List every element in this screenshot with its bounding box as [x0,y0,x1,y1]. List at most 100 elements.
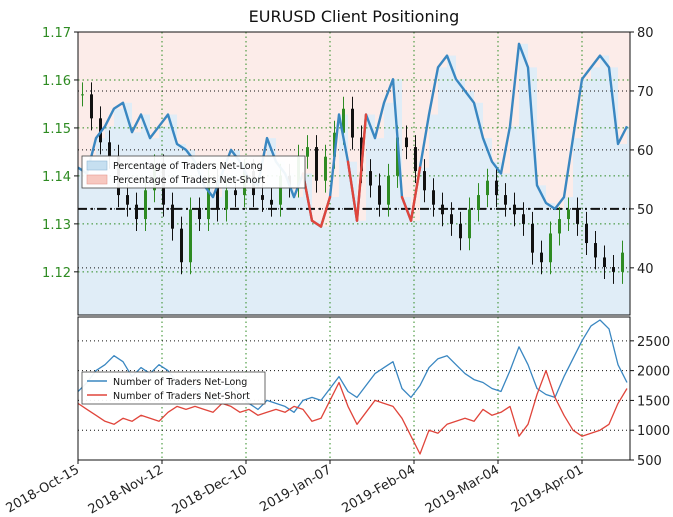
net-short-dominant-segment [355,113,368,222]
net-short-fill-bar [366,32,375,115]
net-short-fill-bar [375,32,384,139]
net-short-fill-bar [411,32,420,221]
net-long-fill-bar [357,220,366,315]
price-candle-body [450,214,453,224]
net-long-fill-bar [447,55,456,315]
net-long-fill-bar [105,126,114,315]
right-tick-label: 1500 [637,394,670,409]
price-candle-body [387,175,390,205]
net-short-fill-bar [195,32,204,162]
price-candle-body [477,195,480,210]
x-tick-label: 2018-Dec-10 [170,462,250,517]
net-short-fill-bar [501,32,510,174]
price-candle-body [594,243,597,258]
net-short-fill-bar [528,32,537,68]
net-short-dominant-segment [346,160,359,222]
net-long-fill-bar [609,67,618,315]
net-short-fill-bar [159,32,168,127]
left-tick-label: 1.17 [42,26,71,41]
price-candle-body [279,175,282,205]
positioning-line-group [78,42,629,228]
price-candle-body [198,209,201,220]
net-short-fill-bar [177,32,186,145]
net-short-fill-bar [114,32,123,109]
price-candle-body [513,204,516,215]
net-short-fill-bar [393,32,402,80]
x-tick-label: 2018-Nov-12 [86,462,166,517]
legend-entry-net-long-count: Number of Traders Net-Long [113,377,247,388]
price-candle-body [126,195,129,205]
net-long-fill-bar [528,67,537,315]
net-short-fill-bar [447,32,456,56]
net-short-fill-bar [618,32,627,145]
net-long-fill-bar [267,138,276,315]
net-short-fill-bar [573,32,582,139]
price-candle-body [351,108,354,138]
net-short-fill-bar [285,32,294,174]
net-long-fill-bar [159,126,168,315]
price-candle-body [180,228,183,263]
net-short-fill-bar [609,32,618,68]
net-short-fill-bar [294,32,303,198]
top-grid [77,31,630,315]
net-short-fill-bar [312,32,321,221]
price-candle-body [369,171,372,186]
net-long-fill-bar [330,197,339,315]
net-short-fill-bar [420,32,429,168]
net-short-fill-bar [249,32,258,180]
net-long-fill-bar [303,173,312,315]
right-tick-label: 500 [637,454,662,469]
net-long-fill-bar [150,138,159,315]
net-long-fill-bar [321,226,330,315]
price-candle-body [585,223,588,244]
right-tick-label: 70 [637,85,654,100]
price-candle-body [441,204,444,215]
net-short-fill-bar [132,32,141,133]
price-candle-body [432,190,435,205]
net-short-fill-bar [303,32,312,174]
net-short-fill-bar [204,32,213,186]
net-long-fill-bar [222,173,231,315]
legend-entry-net-short-count: Number of Traders Net-Short [113,391,250,402]
x-tick-label: 2018-Oct-15 [4,462,82,516]
net-long-fill-bar [348,161,357,315]
net-short-dominant-segment [400,195,413,222]
net-long-fill-bar [195,161,204,315]
net-short-fill-bar [222,32,231,174]
net-long-fill-bar [294,197,303,315]
price-positioning-panel: 1.12 1.13 1.14 1.15 1.16 1.17 40 50 60 70 80 Percen… [42,26,654,316]
price-candle-body [135,204,138,220]
net-short-fill-bar [123,32,132,103]
net-long-fill-bar [402,197,411,315]
date-axis: 2018-Oct-15 2018-Nov-12 2018-Dec-10 2019-Ja… [4,460,586,517]
price-candle-body [171,204,174,229]
legend-entry-net-short: Percentage of Traders Net-Short [113,175,265,186]
net-short-fill-bar [231,32,240,150]
price-candle-body [567,209,570,220]
price-candle-body [261,195,264,200]
right-tick-label: 60 [637,144,654,159]
net-long-fill-bar [258,185,267,315]
legend-box [81,371,266,405]
net-long-fill-bar [366,114,375,315]
net-long-fill-bar [96,138,105,315]
price-candle-body [459,223,462,239]
price-candle-body [468,209,471,239]
net-long-fill-bar [285,173,294,315]
net-short-fill-bar [96,32,105,139]
net-short-fill-bar [258,32,267,186]
price-candle-body [225,190,228,210]
right-tick-label: 40 [637,262,654,277]
trader-count-panel: 500 1000 1500 2000 2500 Number of Traders Net… [77,316,670,469]
net-short-fill-bar [267,32,276,139]
net-long-fill-bar [411,220,420,315]
net-long-fill-bar [231,149,240,315]
price-candle-body [558,219,561,234]
price-candle-body [414,147,417,172]
net-short-fill-bar [339,32,348,115]
net-long-fill-bar [600,55,609,315]
price-candle-body [144,190,147,220]
net-long-fill-bar [276,161,285,315]
